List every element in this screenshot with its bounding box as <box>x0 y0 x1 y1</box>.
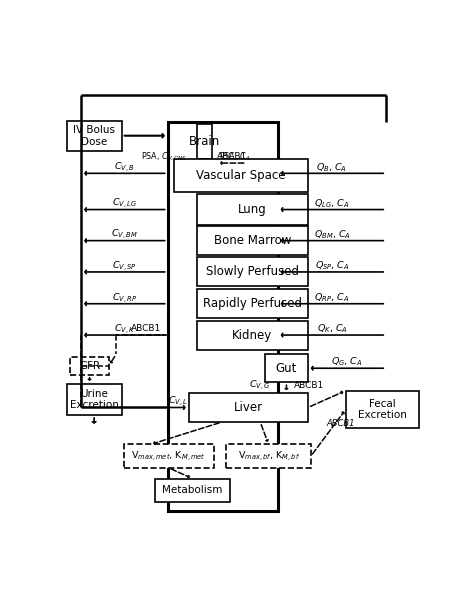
Text: Bone Marrow: Bone Marrow <box>214 234 291 247</box>
Text: GFR: GFR <box>79 361 100 371</box>
Text: Metabolism: Metabolism <box>162 485 223 495</box>
FancyBboxPatch shape <box>155 478 230 502</box>
Text: $Q_B$, $C_A$: $Q_B$, $C_A$ <box>317 161 347 174</box>
FancyBboxPatch shape <box>197 290 308 318</box>
Text: $C_{V,RP}$: $C_{V,RP}$ <box>112 291 137 305</box>
Text: $C_{V,G}$: $C_{V,G}$ <box>248 378 270 392</box>
Text: Rapidly Perfused: Rapidly Perfused <box>203 297 302 310</box>
Text: $C_{V,L}$: $C_{V,L}$ <box>168 395 188 409</box>
Text: $Q_{BM}$, $C_A$: $Q_{BM}$, $C_A$ <box>314 228 350 241</box>
FancyBboxPatch shape <box>227 444 311 468</box>
Text: V$_{max,bf}$, K$_{M,bf}$: V$_{max,bf}$, K$_{M,bf}$ <box>237 449 300 463</box>
Text: Gut: Gut <box>276 362 297 375</box>
Text: ABCB1: ABCB1 <box>217 152 247 161</box>
Text: IV Bolus
Dose: IV Bolus Dose <box>73 125 115 146</box>
FancyBboxPatch shape <box>189 393 308 422</box>
Text: Lung: Lung <box>238 203 267 216</box>
Text: Fecal
Excretion: Fecal Excretion <box>358 399 407 420</box>
Text: ABCB1: ABCB1 <box>326 419 355 429</box>
FancyBboxPatch shape <box>197 124 212 159</box>
Text: $C_{V,LG}$: $C_{V,LG}$ <box>112 197 137 211</box>
Text: Kidney: Kidney <box>232 328 273 342</box>
FancyBboxPatch shape <box>197 320 308 350</box>
FancyBboxPatch shape <box>66 121 122 151</box>
Text: $Q_{LG}$, $C_A$: $Q_{LG}$, $C_A$ <box>314 197 350 210</box>
Text: PSA, $C_{V,CNS}$: PSA, $C_{V,CNS}$ <box>141 151 187 163</box>
Text: $Q_{SP}$, $C_A$: $Q_{SP}$, $C_A$ <box>315 260 349 272</box>
Text: Liver: Liver <box>234 401 263 414</box>
Text: Urine
Excretion: Urine Excretion <box>70 388 118 410</box>
Text: V$_{max,met}$, K$_{M,met}$: V$_{max,met}$, K$_{M,met}$ <box>131 449 206 463</box>
Text: $Q_K$, $C_A$: $Q_K$, $C_A$ <box>317 323 347 335</box>
Text: $C_{V,BM}$: $C_{V,BM}$ <box>111 228 138 242</box>
FancyBboxPatch shape <box>265 354 308 382</box>
Text: ABCB1: ABCB1 <box>130 325 161 333</box>
Text: Slowly Perfused: Slowly Perfused <box>206 265 299 279</box>
Text: PSA, $C_A$: PSA, $C_A$ <box>219 151 251 163</box>
Text: Vascular Space: Vascular Space <box>196 169 286 182</box>
FancyBboxPatch shape <box>197 194 308 225</box>
Text: $Q_G$, $C_A$: $Q_G$, $C_A$ <box>331 356 363 368</box>
FancyBboxPatch shape <box>346 391 419 428</box>
FancyBboxPatch shape <box>70 356 109 375</box>
FancyBboxPatch shape <box>168 122 278 511</box>
Text: ABCB1: ABCB1 <box>294 381 324 390</box>
Text: $Q_{RP}$, $C_A$: $Q_{RP}$, $C_A$ <box>314 291 349 304</box>
FancyBboxPatch shape <box>197 226 308 255</box>
Text: $C_{V,K}$: $C_{V,K}$ <box>114 322 135 336</box>
Text: $C_{V,SP}$: $C_{V,SP}$ <box>112 259 137 273</box>
FancyBboxPatch shape <box>197 257 308 287</box>
Text: Brain: Brain <box>189 135 220 148</box>
FancyBboxPatch shape <box>174 159 308 192</box>
FancyBboxPatch shape <box>124 444 213 468</box>
FancyBboxPatch shape <box>66 384 122 415</box>
Text: $C_{V,B}$: $C_{V,B}$ <box>114 160 135 174</box>
